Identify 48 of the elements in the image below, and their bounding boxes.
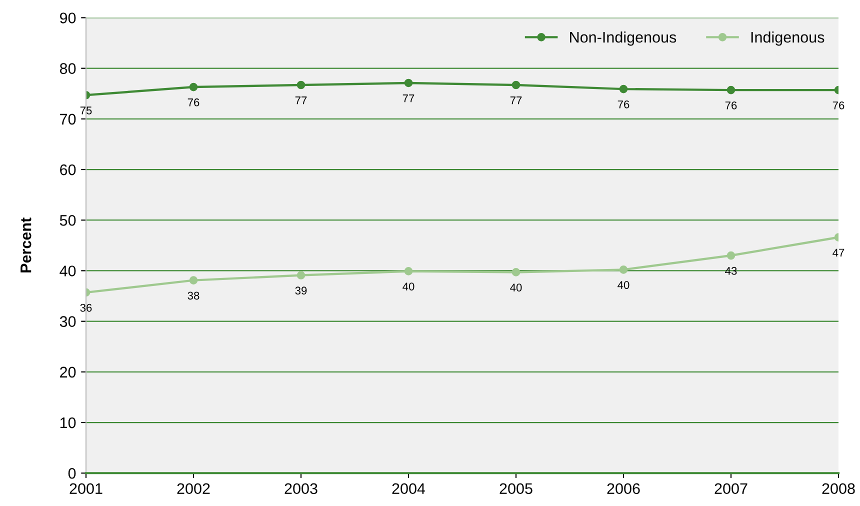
point: [726, 251, 736, 260]
data-label: 40: [618, 281, 630, 289]
point: [404, 78, 413, 88]
data-label: 76: [832, 101, 844, 110]
x-tick-label: 2005: [500, 483, 532, 494]
data-label: 76: [618, 100, 630, 108]
point: [296, 80, 306, 90]
legend-label: Non-Indigenous: [570, 31, 676, 46]
data-label: 40: [510, 284, 522, 292]
x-tick-label: 2003: [284, 483, 318, 494]
y-axis-title: Percent: [20, 218, 32, 272]
data-label: 75: [80, 106, 92, 114]
y-tick-label: 90: [60, 12, 76, 24]
x-tick-label: 2008: [822, 483, 855, 494]
point: [189, 276, 198, 284]
data-label: 77: [510, 96, 522, 104]
point: [189, 82, 198, 92]
y-tick-label: 10: [60, 417, 76, 428]
data-label: 36: [80, 304, 92, 312]
y-tick-label: 40: [60, 266, 76, 276]
x-tick-label: 2006: [607, 483, 640, 494]
data-label: 76: [725, 101, 737, 110]
y-tick-label: 50: [60, 214, 76, 226]
y-tick-label: 80: [60, 63, 76, 74]
point: [512, 268, 520, 276]
y-tick-label: 20: [60, 366, 76, 378]
data-label: 40: [402, 282, 414, 290]
point: [726, 86, 736, 94]
data-label: 77: [295, 96, 307, 104]
x-tick-label: 2007: [714, 483, 748, 494]
point: [296, 271, 306, 280]
data-label: 77: [402, 94, 414, 102]
x-tick-label: 2002: [177, 483, 210, 494]
legend-label: Indigenous: [751, 31, 824, 46]
data-label: 38: [188, 292, 200, 300]
y-tick-label: 0: [68, 468, 76, 479]
point: [404, 267, 413, 276]
data-label: 76: [188, 98, 200, 106]
y-tick-label: 70: [60, 114, 76, 125]
point: [619, 84, 628, 94]
y-tick-label: 30: [60, 316, 76, 327]
point: [619, 266, 628, 274]
data-label: 39: [295, 286, 307, 295]
x-tick-label: 2004: [392, 483, 426, 494]
point: [512, 80, 520, 90]
x-tick-label: 2001: [70, 483, 102, 494]
y-tick-label: 60: [60, 164, 76, 176]
data-label: 47: [832, 248, 844, 256]
